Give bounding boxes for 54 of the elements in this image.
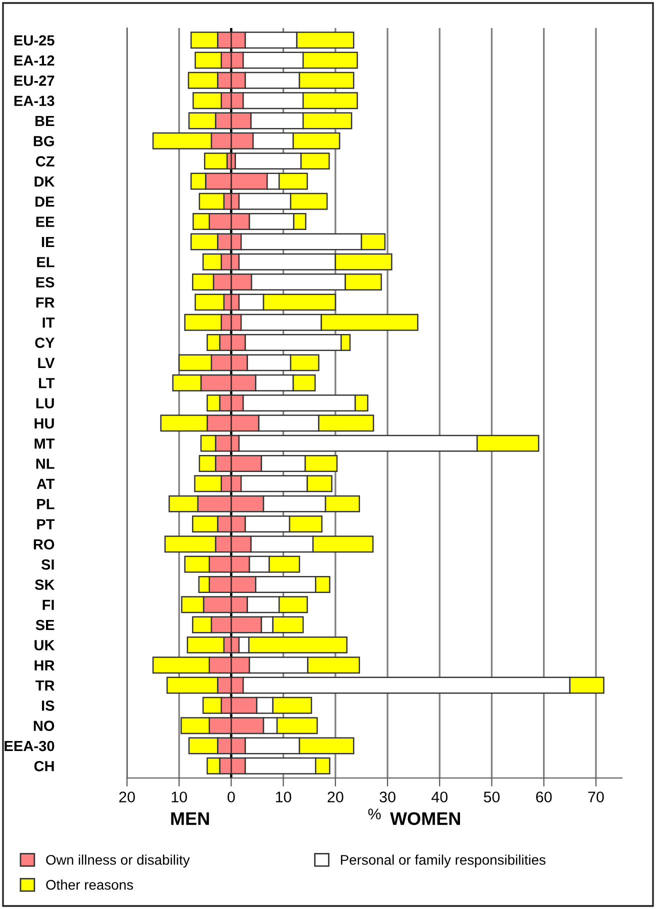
x-tick-label: 60: [536, 792, 552, 802]
y-tick-label: FI: [42, 600, 54, 610]
y-tick-label: NO: [34, 720, 54, 732]
x-tick-label: 50: [484, 792, 500, 802]
legend-label: Other reasons: [46, 880, 134, 890]
y-tick-label: EEA-30: [4, 740, 54, 752]
bar: [204, 152, 228, 170]
y-tick-label: PL: [37, 499, 54, 510]
y-tick-label: CZ: [36, 156, 54, 166]
y-tick-label: IE: [42, 236, 54, 247]
y-tick-label: LT: [39, 378, 55, 388]
x-tick-label: 10: [172, 792, 188, 802]
legend-label: Personal or family responsibilities: [340, 854, 546, 868]
y-tick-label: HU: [34, 418, 54, 429]
y-tick-label: IS: [42, 700, 54, 711]
y-tick-label: LU: [36, 398, 54, 408]
y-tick-label: BE: [35, 116, 54, 126]
x-tick-label: 30: [380, 792, 396, 802]
y-tick-label: BG: [34, 136, 54, 146]
y-tick-label: EU-27: [14, 76, 54, 86]
x-tick-label: 20: [119, 792, 135, 802]
y-tick-label: MT: [34, 438, 55, 449]
y-tick-label: EU-25: [14, 35, 54, 46]
y-tick-label: EA-12: [14, 55, 54, 66]
x-tick-label: 10: [276, 792, 292, 802]
y-tick-label: CH: [34, 761, 54, 772]
y-tick-label: HR: [34, 660, 54, 670]
x-axis-title: %: [368, 808, 381, 820]
y-tick-label: SI: [41, 559, 54, 570]
y-tick-label: PT: [37, 519, 55, 530]
x-tick-label: 70: [588, 792, 604, 802]
y-tick-label: DE: [35, 196, 54, 207]
legend-label: Own illness or disability: [46, 854, 190, 868]
text: WOMEN: [390, 812, 460, 826]
x-tick-label: 40: [431, 792, 448, 802]
y-tick-label: SK: [34, 580, 55, 590]
y-tick-label: EL: [37, 257, 54, 268]
y-tick-label: EA-13: [14, 96, 54, 106]
text: MEN: [171, 812, 209, 825]
y-tick-label: RO: [34, 539, 54, 550]
x-tick-label: 0: [228, 792, 235, 802]
x-tick-label: 20: [328, 792, 344, 802]
y-tick-label: DK: [34, 176, 55, 187]
y-tick-label: IT: [42, 318, 55, 328]
y-tick-label: TR: [36, 680, 54, 691]
y-tick-label: EE: [36, 216, 54, 227]
y-tick-label: NL: [36, 458, 54, 469]
y-tick-label: LV: [38, 358, 55, 368]
y-tick-label: SE: [36, 620, 54, 630]
y-tick-label: CY: [35, 338, 55, 348]
y-tick-label: AT: [36, 478, 55, 489]
y-tick-label: UK: [34, 640, 55, 650]
y-tick-label: FR: [36, 297, 54, 308]
y-tick-label: ES: [36, 277, 54, 288]
